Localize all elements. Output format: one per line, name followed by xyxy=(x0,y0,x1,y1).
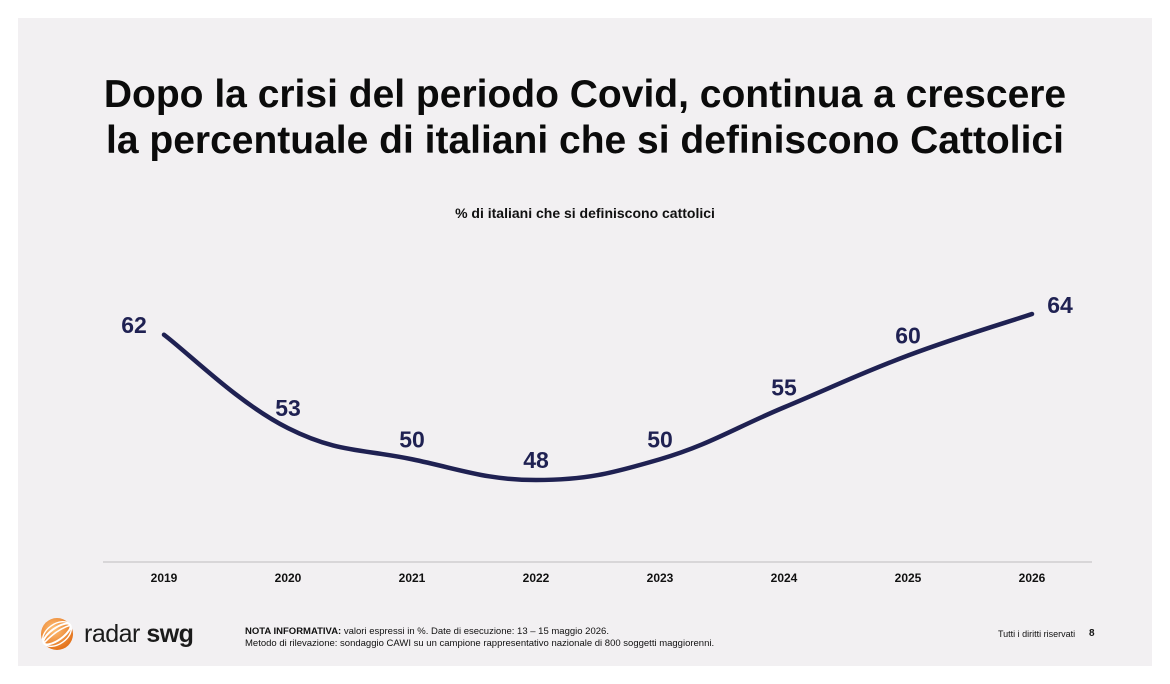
logo-text: radar swg xyxy=(84,619,194,649)
globe-icon xyxy=(41,618,73,650)
note-label: NOTA INFORMATIVA: xyxy=(245,626,342,637)
radar-swg-logo: radar swg xyxy=(38,614,194,654)
data-label: 60 xyxy=(895,323,921,349)
title-line-1: Dopo la crisi del periodo Covid, continu… xyxy=(103,73,1067,116)
data-label: 53 xyxy=(275,395,301,421)
data-label: 62 xyxy=(121,312,147,338)
x-tick-label: 2021 xyxy=(399,571,426,585)
logo-word-radar: radar xyxy=(84,619,140,648)
x-tick-label: 2024 xyxy=(771,571,798,585)
data-label: 55 xyxy=(771,374,797,400)
data-label: 64 xyxy=(1047,292,1073,318)
x-tick-label: 2022 xyxy=(523,571,550,585)
x-tick-label: 2020 xyxy=(275,571,302,585)
title-line-2: la percentuale di italiani che si defini… xyxy=(106,119,1064,162)
series-line xyxy=(161,311,1035,483)
page-number: 8 xyxy=(1089,628,1095,639)
x-tick-label: 2019 xyxy=(151,571,178,585)
note-line: NOTA INFORMATIVA: valori espressi in %. … xyxy=(245,626,714,638)
data-label: 50 xyxy=(399,426,425,452)
note-text: valori espressi in %. Date di esecuzione… xyxy=(341,626,609,637)
chart-title: % di italiani che si definiscono cattoli… xyxy=(455,205,715,221)
slide-title: Dopo la crisi del periodo Covid, continu… xyxy=(0,72,1170,164)
method-line: Metodo di rilevazione: sondaggio CAWI su… xyxy=(245,638,715,649)
slide-background xyxy=(18,18,1152,666)
logo-word-swg: swg xyxy=(146,619,194,648)
rights-reserved: Tutti i diritti riservati xyxy=(998,629,1076,639)
x-tick-label: 2026 xyxy=(1019,571,1046,585)
footer-note: NOTA INFORMATIVA: valori espressi in %. … xyxy=(245,626,714,650)
x-tick-label: 2025 xyxy=(895,571,922,585)
data-label: 50 xyxy=(647,426,673,452)
x-tick-label: 2023 xyxy=(647,571,674,585)
data-label: 48 xyxy=(523,447,549,473)
